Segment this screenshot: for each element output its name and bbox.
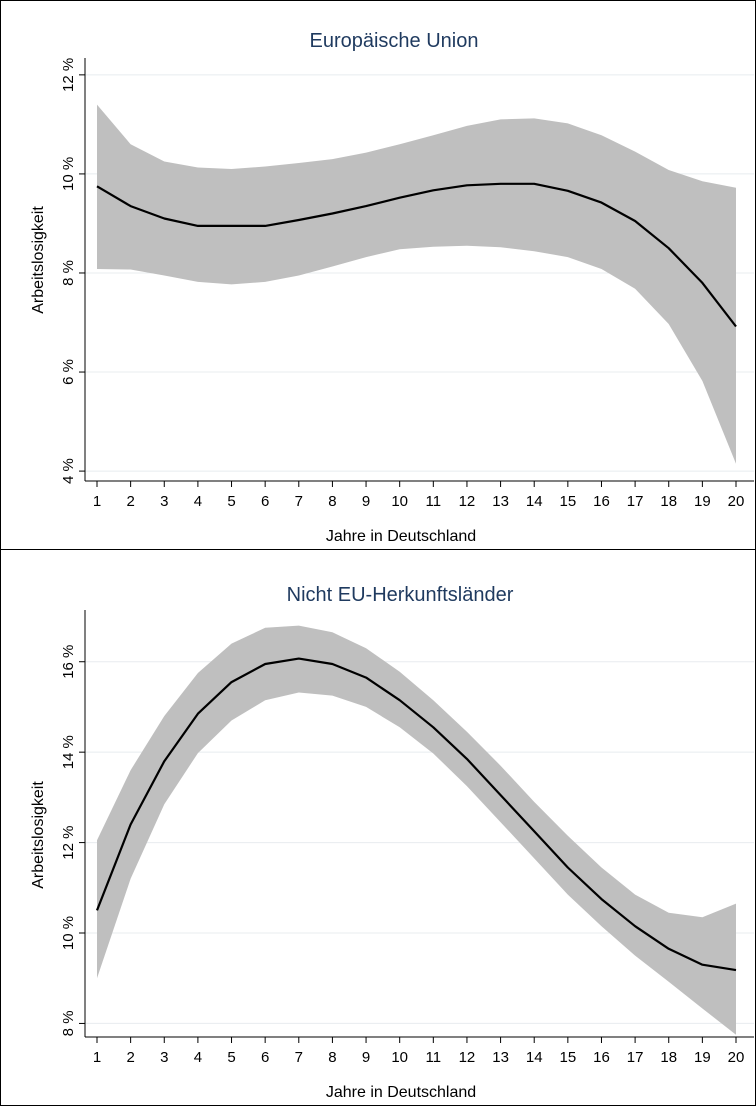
chart-panel-eu: 4 % 6 % 8 % 10 % 12 % 1 2 3 4 5 6 7 8 9 10 11 12 13 14 15 16…	[1, 1, 755, 549]
x-tick-label: 3	[160, 493, 168, 510]
confidence-band	[97, 104, 736, 464]
x-tick-label: 10	[391, 493, 408, 510]
x-tick-label: 14	[526, 1049, 543, 1066]
x-tick-label: 11	[426, 1049, 442, 1066]
panel-separator	[1, 549, 755, 550]
y-tick-label: 8 %	[60, 260, 77, 286]
y-tick-label: 4 %	[60, 458, 77, 484]
confidence-band	[97, 625, 736, 1035]
x-tick-label: 20	[728, 493, 745, 510]
x-tick-label: 4	[194, 493, 202, 510]
x-tick-label: 15	[559, 1049, 576, 1066]
x-tick-label: 11	[426, 493, 442, 510]
x-tick-label: 13	[492, 493, 509, 510]
chart-panel-non-eu: 8 % 10 % 12 % 14 % 16 % 1 2 3 4 5 6 7 8 9 10 11 12 13 14 15…	[1, 550, 755, 1104]
x-tick-label: 17	[627, 493, 644, 510]
x-tick-label: 18	[660, 1049, 677, 1066]
chart-non-eu: 8 %10 %12 %14 %16 %1 2 3 4 5 6 7 8 9 10 11 12 13 14 15…	[30, 584, 754, 1101]
x-tick-label: 2	[126, 493, 134, 510]
y-tick-label: 8 %	[60, 1010, 77, 1036]
x-tick-label: 6	[261, 1049, 269, 1066]
x-tick-label: 5	[227, 1049, 235, 1066]
x-tick-label: 9	[362, 493, 370, 510]
x-tick-label: 15	[559, 493, 576, 510]
x-tick-label: 13	[492, 1049, 509, 1066]
x-tick-label: 20	[728, 1049, 745, 1066]
y-tick-label: 10 %	[60, 916, 77, 950]
x-tick-label: 2	[126, 1049, 134, 1066]
plot-area: 4 %6 %8 %10 %12 %1 2 3 4 5 6 7 8 9 10 11 12 13 14 15 16…	[60, 58, 754, 510]
y-tick-label: 12 %	[60, 58, 77, 92]
x-tick-label: 8	[328, 493, 336, 510]
x-tick-label: 8	[328, 1049, 336, 1066]
x-tick-label: 19	[694, 1049, 711, 1066]
chart-title: Nicht EU-Herkunftsländer	[287, 584, 514, 606]
x-tick-label: 3	[160, 1049, 168, 1066]
x-tick-label: 1	[93, 493, 101, 510]
series-line	[96, 182, 737, 328]
x-tick-label: 12	[459, 1049, 476, 1066]
x-tick-label: 19	[694, 493, 711, 510]
x-tick-label: 6	[261, 493, 269, 510]
x-tick-label: 14	[526, 493, 543, 510]
y-tick-label: 12 %	[60, 825, 77, 859]
x-tick-label: 4	[194, 1049, 202, 1066]
y-tick-label: 14 %	[60, 735, 77, 769]
x-tick-label: 12	[459, 493, 476, 510]
chart-eu: 4 %6 %8 %10 %12 %1 2 3 4 5 6 7 8 9 10 11 12 13 14 15 16…	[30, 30, 754, 545]
x-axis-label: Jahre in Deutschland	[326, 1084, 476, 1101]
x-tick-label: 17	[627, 1049, 644, 1066]
series-line	[95, 657, 737, 972]
x-axis-label: Jahre in Deutschland	[326, 528, 476, 545]
y-tick-label: 16 %	[60, 645, 77, 679]
x-tick-label: 7	[295, 493, 303, 510]
x-tick-label: 18	[660, 493, 677, 510]
y-tick-label: 6 %	[60, 359, 77, 385]
chart-title: Europäische Union	[310, 30, 479, 52]
x-tick-label: 9	[362, 1049, 370, 1066]
y-axis-label: Arbeitslosigkeit	[30, 781, 47, 889]
x-tick-label: 1	[93, 1049, 101, 1066]
x-tick-label: 7	[295, 1049, 303, 1066]
y-tick-label: 10 %	[60, 157, 77, 191]
x-tick-label: 5	[227, 493, 235, 510]
x-tick-label: 16	[593, 493, 610, 510]
y-axis-label: Arbeitslosigkeit	[30, 206, 47, 314]
x-tick-label: 16	[593, 1049, 610, 1066]
plot-area: 8 %10 %12 %14 %16 %1 2 3 4 5 6 7 8 9 10 11 12 13 14 15…	[60, 610, 754, 1066]
x-tick-label: 10	[391, 1049, 408, 1066]
